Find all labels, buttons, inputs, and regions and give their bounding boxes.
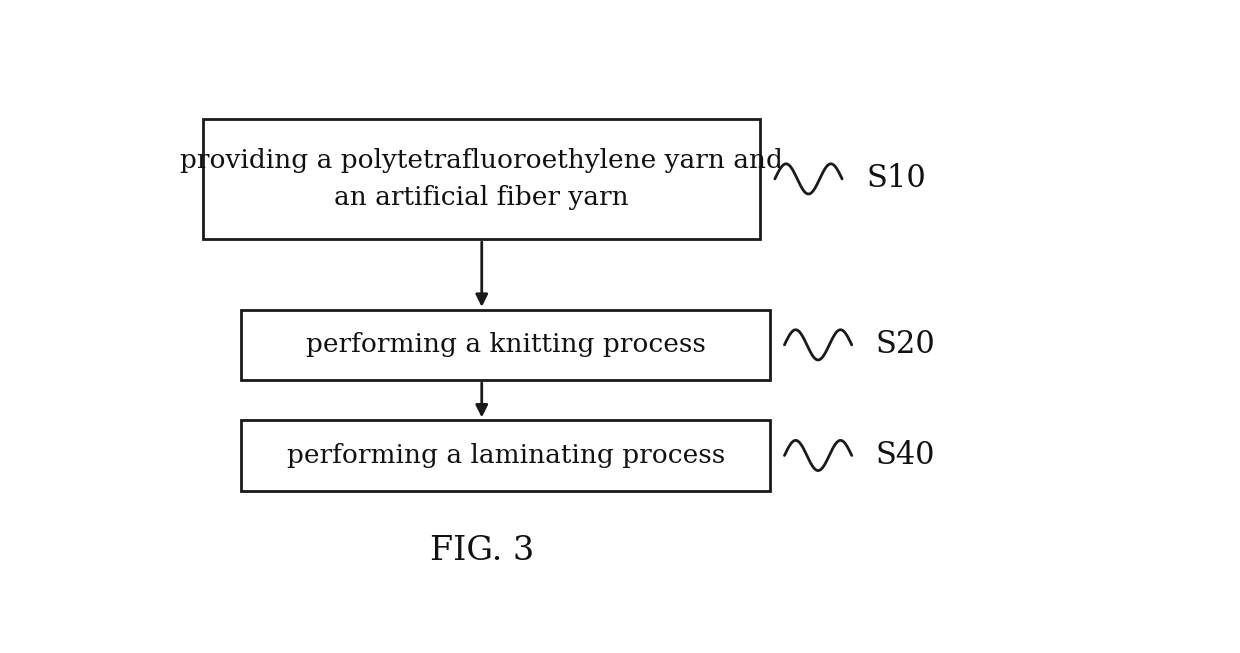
Text: providing a polytetrafluoroethylene yarn and
an artificial fiber yarn: providing a polytetrafluoroethylene yarn… [180,148,784,210]
FancyBboxPatch shape [242,310,770,380]
FancyBboxPatch shape [242,421,770,490]
Text: S20: S20 [875,329,935,360]
Text: FIG. 3: FIG. 3 [429,535,534,567]
Text: performing a laminating process: performing a laminating process [286,443,725,468]
Text: S10: S10 [866,163,926,195]
Text: performing a knitting process: performing a knitting process [306,332,706,357]
Text: S40: S40 [875,440,935,471]
FancyBboxPatch shape [203,119,760,239]
